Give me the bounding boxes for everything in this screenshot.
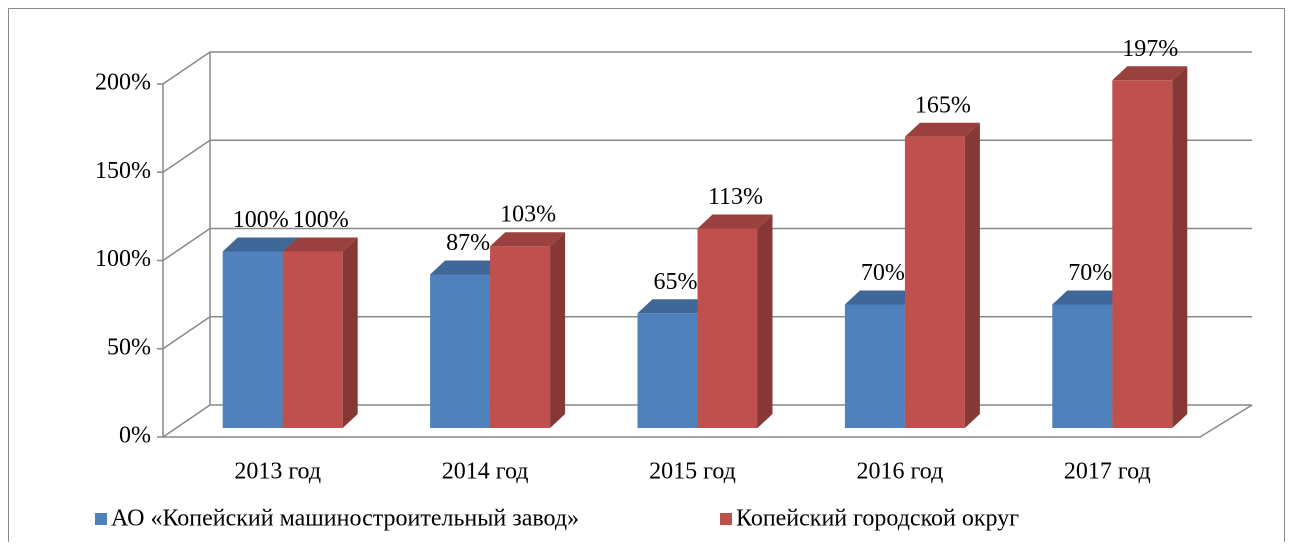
- bar-side: [342, 237, 358, 428]
- bar-top: [282, 237, 358, 252]
- y-tick-label: 50%: [107, 334, 151, 360]
- bar-top: [222, 237, 298, 252]
- y-tick-label: 100%: [95, 246, 151, 272]
- data-label: 70%: [1068, 260, 1112, 286]
- legend-label: АО «Копейский машиностроительный завод»: [111, 506, 579, 532]
- bar-top: [844, 290, 920, 305]
- data-label: 113%: [708, 184, 763, 210]
- bar-side: [550, 232, 566, 428]
- y-tick-label: 150%: [95, 158, 151, 184]
- bar-side: [1172, 66, 1188, 429]
- bar: [904, 136, 965, 428]
- bar: [1112, 80, 1173, 429]
- bar-top: [1112, 66, 1188, 81]
- bar-side: [964, 122, 980, 429]
- x-tick-label: 2014 год: [442, 459, 529, 485]
- data-label: 165%: [915, 92, 971, 118]
- bar-top: [904, 122, 980, 137]
- grid-line: [162, 227, 1252, 262]
- y-tick-label: 200%: [95, 70, 151, 96]
- legend-label: Копейский городской округ: [736, 506, 1019, 532]
- bar-top: [490, 232, 566, 247]
- data-label: 100%: [233, 207, 289, 233]
- data-label: 87%: [446, 230, 490, 256]
- x-tick-label: 2016 год: [857, 459, 944, 485]
- x-tick-label: 2013 год: [234, 459, 321, 485]
- bar: [844, 304, 905, 428]
- bar: [222, 251, 283, 428]
- data-label: 65%: [654, 269, 698, 295]
- bar: [637, 313, 698, 428]
- bar: [1052, 304, 1113, 428]
- bar: [430, 274, 491, 428]
- bar-top: [430, 260, 506, 275]
- bar-top: [637, 299, 713, 314]
- x-tick-label: 2015 год: [649, 459, 736, 485]
- data-label: 100%: [293, 207, 349, 233]
- grid-line: [162, 139, 1252, 173]
- legend-swatch: [720, 513, 732, 525]
- y-tick-label: 0%: [119, 423, 151, 449]
- bar: [490, 246, 551, 428]
- bar-side: [757, 214, 773, 428]
- data-label: 103%: [500, 202, 556, 228]
- data-label: 197%: [1122, 36, 1178, 62]
- floor-line: [1199, 404, 1253, 438]
- chart-border: [8, 8, 1285, 547]
- bar: [697, 228, 758, 428]
- bar-top: [1052, 290, 1128, 305]
- grid-line: [162, 51, 1252, 85]
- legend-swatch: [95, 513, 107, 525]
- bar: [282, 251, 343, 428]
- data-label: 70%: [861, 260, 905, 286]
- x-tick-label: 2017 год: [1064, 459, 1151, 485]
- bar-top: [697, 214, 773, 229]
